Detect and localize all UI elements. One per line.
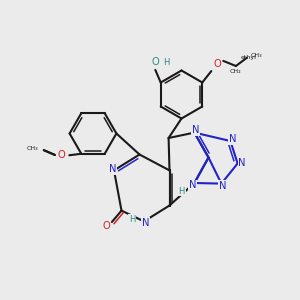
Text: N: N: [229, 134, 236, 144]
Text: CH₃: CH₃: [250, 53, 262, 58]
Text: H: H: [129, 214, 135, 224]
Text: H: H: [163, 58, 169, 67]
Text: N: N: [142, 218, 149, 228]
Text: N: N: [109, 164, 116, 174]
Text: N: N: [219, 181, 227, 191]
Text: CH₃: CH₃: [27, 146, 39, 152]
Text: N: N: [238, 158, 246, 169]
Text: O: O: [213, 59, 221, 69]
Text: ethyl: ethyl: [241, 56, 256, 60]
Text: N: N: [189, 180, 197, 190]
Text: O: O: [213, 59, 221, 69]
Text: N: N: [192, 125, 200, 135]
Text: O: O: [152, 57, 159, 67]
Text: CH₂: CH₂: [230, 69, 242, 74]
Text: O: O: [58, 150, 66, 160]
Text: H: H: [178, 187, 185, 196]
Text: O: O: [103, 220, 110, 231]
